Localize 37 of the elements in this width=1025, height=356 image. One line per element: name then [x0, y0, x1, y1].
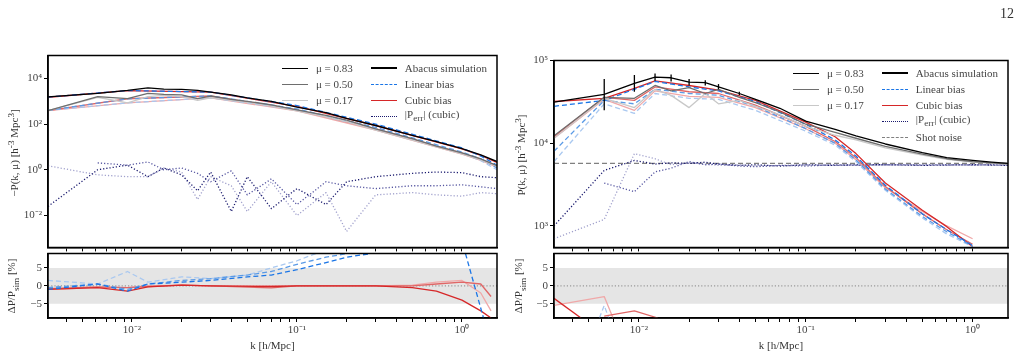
x-tick-label: 10⁻² [629, 323, 649, 336]
y-tick-label: 5 [542, 260, 549, 273]
y-tick-label: 10⁵ [533, 53, 549, 66]
annotation: Abacus simulation [915, 67, 998, 79]
y-tick-label: 10⁴ [27, 71, 43, 84]
legend-label: μ = 0.83 [826, 67, 864, 79]
x-tick-label: 10⁰ [454, 323, 470, 336]
y-tick-label: 5 [36, 260, 43, 273]
x-tick-label: 10⁻¹ [796, 323, 815, 336]
legend-label: μ = 0.50 [826, 83, 864, 95]
legend-label: Linear bias [915, 83, 965, 95]
x-tick-label: 10⁻² [122, 323, 142, 336]
text: 12 [1000, 6, 1014, 22]
y-tick-label: −5 [536, 296, 549, 309]
x-tick-label: 10⁰ [965, 323, 981, 336]
y-tick-label: 0 [542, 278, 549, 291]
legend-label: μ = 0.83 [315, 62, 353, 74]
x-tick-label: 10⁻¹ [287, 323, 307, 336]
legend-label: Shot noise [915, 131, 962, 143]
y-tick-label: 0 [36, 278, 43, 291]
y-tick-label: 10⁻² [23, 208, 43, 221]
x-axis-title: k [h/Mpc] [758, 339, 804, 351]
legend-label: Cubic bias [404, 94, 452, 106]
legend-label: μ = 0.17 [826, 99, 864, 111]
y-tick-label: 10² [27, 117, 43, 130]
legend-label: |P$_{err}$| (cubic) [404, 108, 460, 124]
legend-label: |P$_{err}$| (cubic) [915, 113, 971, 129]
legend-label: Cubic bias [915, 99, 963, 111]
y-tick-label: 10³ [533, 218, 549, 231]
y-tick-label: 10⁴ [533, 136, 549, 149]
legend-label: μ = 0.50 [315, 78, 353, 90]
y-tick-label: 10⁰ [27, 162, 42, 175]
annotation: Abacus simulation [404, 62, 487, 74]
x-axis-title: k [h/Mpc] [250, 339, 295, 351]
legend-label: μ = 0.17 [315, 94, 353, 106]
y-tick-label: −5 [30, 296, 43, 309]
legend-label: Linear bias [404, 78, 454, 90]
